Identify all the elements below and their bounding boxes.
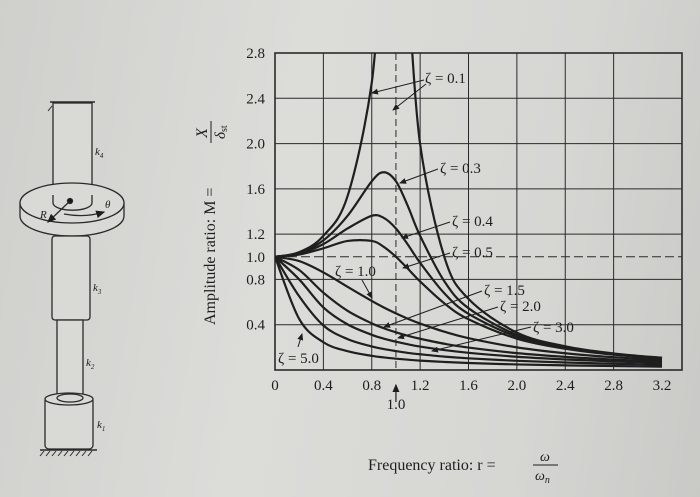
leader-arrow [383,290,483,328]
label-angle: θ [105,199,111,211]
x-tick-labels: 0 0.4 0.8 1.2 1.6 2.0 2.4 2.8 3.2 1.0 [271,378,671,413]
x-tick-label: 2.0 [508,378,527,394]
y-tick-label: 1.6 [246,182,265,198]
curve-1-5 [275,255,663,363]
label-k1: k1 [97,419,105,433]
curve-label: ζ = 0.4 [452,214,493,230]
label-k2: k2 [86,357,95,371]
shaft-disk-diagram [19,101,125,457]
x-tick-label: 0.4 [314,378,333,394]
curve-label: ζ = 0.3 [440,161,481,177]
leader-arrow [392,83,427,111]
x-tick-label: 3.2 [653,378,672,394]
x-tick-label-extra: 1.0 [387,397,406,413]
label-radius: R [39,209,47,221]
x-tick-label: 0.8 [362,378,381,394]
x-tick-label: 1.2 [411,378,430,394]
curve-label: ζ = 0.5 [452,245,493,261]
x-tick-label: 0 [271,378,279,394]
y-axis-label-text: Amplitude ratio: M = [202,188,219,325]
curve-label: ζ = 2.0 [500,299,541,315]
curve-0-1 [275,53,663,359]
x-fraction-denominator: ωn [535,469,550,486]
reference-lines [275,53,682,402]
label-k4: k4 [95,146,104,160]
curve-label: ζ = 1.0 [335,264,376,280]
leader-arrow [371,79,425,95]
shaft-k3 [51,235,91,321]
y-fraction-numerator: X [194,127,211,139]
leader-arrow [399,168,439,184]
leader-arrow [297,333,304,348]
x-axis-label-text: Frequency ratio: r = [368,457,496,474]
label-k3: k3 [93,282,102,296]
y-tick-label: 1.0 [246,250,265,266]
x-axis-label: Frequency ratio: r = ω ωn [368,450,558,486]
curve-5-0 [275,256,663,368]
plot-frame [274,52,683,371]
curve-2-0 [275,255,663,364]
x-tick-label: 2.8 [604,378,623,394]
y-tick-label: 2.0 [246,137,265,153]
curve-labels: ζ = 0.1 ζ = 0.3 ζ = 0.4 ζ = 0.5 ζ = 1.0 ζ = 1… [278,71,574,367]
curve-3-0 [275,256,663,366]
leader-arrow [401,221,451,239]
y-tick-label: 2.4 [246,91,265,107]
curve-label: ζ = 0.1 [425,71,466,87]
leader-arrow [402,252,451,270]
leader-arrow [397,306,499,340]
shaft-k2 [56,319,84,399]
y-tick-label: 0.8 [246,272,265,288]
curve-label: ζ = 5.0 [278,351,319,367]
y-tick-label: 0.4 [246,318,265,334]
x-fraction-numerator: ω [540,450,550,465]
grid [274,52,683,371]
curve-label: ζ = 3.0 [533,320,574,336]
curve-label: ζ = 1.5 [484,283,525,299]
x-tick-label: 2.4 [556,378,575,394]
leader-arrow [361,279,373,299]
x-tick-label: 1.6 [459,378,478,394]
leader-arrow [431,326,532,353]
y-tick-label: 2.8 [246,46,265,62]
y-fraction-denominator: δst [213,125,230,139]
y-tick-label: 1.2 [246,227,265,243]
y-axis-label: Amplitude ratio: M = X δst [194,121,230,325]
y-tick-labels: 2.8 2.4 2.0 1.6 1.2 1.0 0.8 0.4 [246,46,265,334]
curve-1-0 [275,255,663,362]
